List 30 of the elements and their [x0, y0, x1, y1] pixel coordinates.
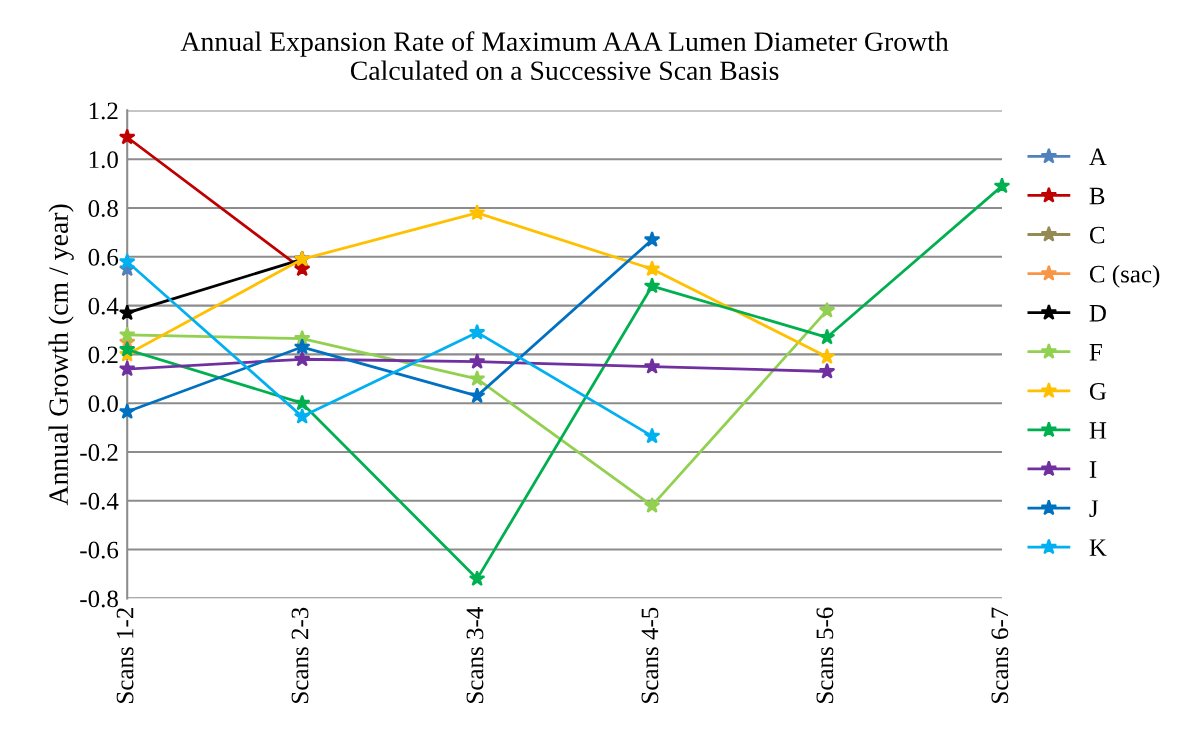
y-tick-label: 1.0 [89, 151, 118, 169]
legend-label: K [1089, 539, 1107, 556]
y-tick-label: -0.6 [80, 541, 119, 559]
x-tick-label: Scans 5-6 [816, 607, 834, 703]
legend-label: I [1089, 461, 1097, 478]
chart-title: Annual Expansion Rate of Maximum AAA Lumen Diameter Growth Calculated on a Successive Scan Basis [180, 31, 949, 81]
legend-label: G [1089, 382, 1107, 400]
y-tick-label: -0.4 [80, 492, 119, 510]
y-axis-title: Annual Growth (cm / year) [48, 204, 74, 506]
x-tick-label: Scans 3-4 [466, 607, 484, 703]
legend-label: A [1089, 148, 1107, 166]
y-tick-label: 0.8 [88, 200, 118, 218]
y-tick-label: 0.4 [88, 297, 119, 315]
legend-label: J [1089, 500, 1099, 518]
legend-label: H [1089, 422, 1107, 439]
x-tick-label: Scans 4-5 [641, 607, 659, 703]
legend-label: F [1089, 344, 1102, 361]
x-tick-label: Scans 6-7 [991, 607, 1009, 703]
legend-label: C [1089, 226, 1105, 244]
legend-label: C (sac) [1089, 264, 1160, 288]
legend-label: D [1089, 305, 1106, 322]
y-tick-label: -0.8 [80, 590, 118, 608]
y-tick-label: -0.2 [80, 444, 118, 462]
x-tick-label: Scans 2-3 [291, 607, 309, 703]
y-tick-label: 0.6 [88, 248, 119, 266]
y-tick-label: 0.2 [88, 346, 118, 364]
x-tick-label: Scans 1-2 [116, 608, 134, 703]
legend-label: B [1089, 187, 1105, 205]
y-tick-label: 0.0 [88, 395, 118, 413]
y-tick-label: 1.2 [89, 102, 118, 120]
